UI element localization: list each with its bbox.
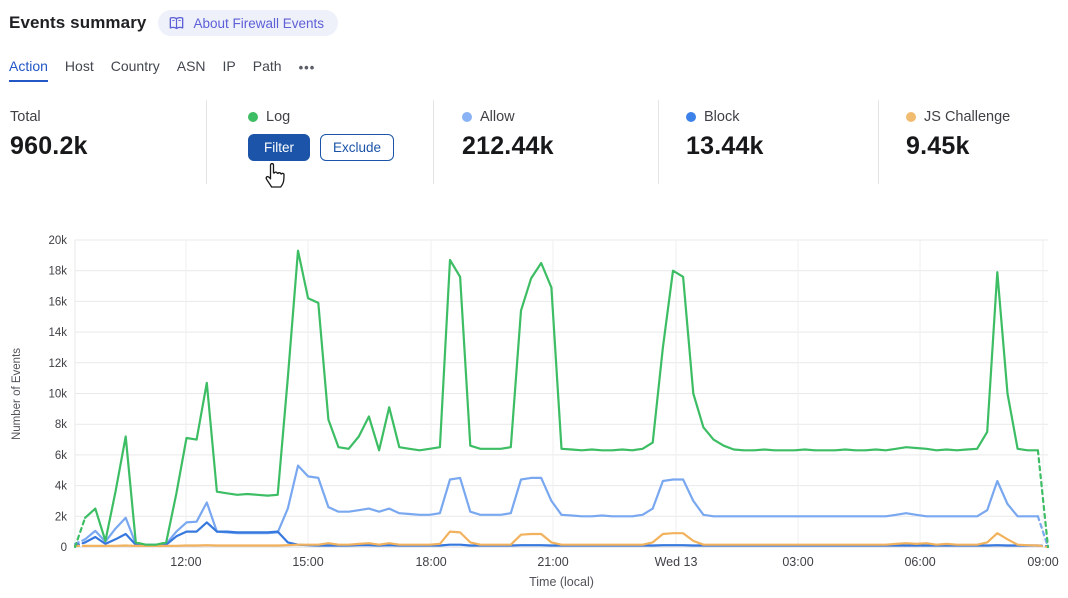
tabs-overflow-button[interactable]: ••• [298, 60, 316, 75]
stat-head-js-challenge: JS Challenge [906, 109, 1068, 125]
stat-head-allow: Allow [462, 109, 658, 125]
y-tick-label: 14k [48, 327, 67, 339]
x-tick-label: 06:00 [904, 555, 935, 569]
series-allow-line [1036, 515, 1050, 549]
tabs-bar: Action Host Country ASN IP Path ••• [9, 58, 315, 82]
x-tick-label: 15:00 [292, 555, 323, 569]
x-axis-label: Time (local) [529, 575, 594, 589]
tab-asn[interactable]: ASN [176, 58, 206, 74]
x-tick-label: 21:00 [537, 555, 568, 569]
stat-label-log: Log [266, 109, 291, 125]
x-tick-label: 03:00 [782, 555, 813, 569]
y-tick-label: 12k [48, 358, 67, 370]
events-chart[interactable]: 0 2k 4k 6k 8k 10k 12k 14k 16k 18k 20k 12:00 15:00 18:… [0, 228, 1068, 598]
about-badge-label: About Firewall Events [193, 15, 325, 31]
y-tick-label: 16k [48, 296, 67, 308]
series-log-line [1036, 449, 1050, 549]
tab-ip[interactable]: IP [222, 58, 236, 74]
stat-card-js-challenge[interactable]: JS Challenge 9.45k [878, 100, 1068, 184]
stat-card-allow[interactable]: Allow 212.44k [433, 100, 658, 184]
filter-button[interactable]: Filter [248, 134, 310, 161]
stat-value-js-challenge: 9.45k [906, 132, 970, 160]
open-book-icon [168, 16, 185, 31]
legend-dot-allow [462, 112, 472, 122]
exclude-button[interactable]: Exclude [320, 134, 395, 161]
stat-label-total: Total [10, 109, 41, 125]
stat-value-allow: 212.44k [462, 132, 554, 160]
series-js-challenge-line [83, 530, 1040, 547]
stat-label-js-challenge: JS Challenge [924, 109, 1011, 125]
x-tick-label: 09:00 [1027, 555, 1058, 569]
legend-dot-block [686, 112, 696, 122]
y-tick-label: 6k [55, 450, 67, 462]
tab-country[interactable]: Country [110, 58, 160, 74]
series-allow-line [83, 464, 1040, 546]
x-tick-label: 12:00 [170, 555, 201, 569]
stat-label-allow: Allow [480, 109, 515, 125]
about-firewall-events-badge[interactable]: About Firewall Events [158, 10, 339, 36]
stat-label-block: Block [704, 109, 740, 125]
y-tick-label: 0 [61, 542, 67, 554]
x-tick-label: 18:00 [415, 555, 446, 569]
header: Events summary About Firewall Events [9, 10, 339, 36]
events-chart-canvas[interactable]: 0 2k 4k 6k 8k 10k 12k 14k 16k 18k 20k 12:00 15:00 18:… [0, 228, 1068, 598]
tab-host[interactable]: Host [64, 58, 94, 74]
tab-path[interactable]: Path [252, 58, 282, 74]
stat-card-log[interactable]: Log Filter Exclude [206, 100, 433, 184]
stat-value-total: 960.2k [10, 132, 88, 160]
y-tick-label: 18k [48, 266, 67, 278]
series-js-challenge-line [1036, 544, 1050, 549]
stat-head-log: Log [248, 109, 433, 125]
x-tick-label: Wed 13 [655, 555, 698, 569]
stat-value-block: 13.44k [686, 132, 764, 160]
page-title: Events summary [9, 13, 147, 32]
y-tick-label: 2k [55, 511, 67, 523]
y-tick-label: 10k [48, 389, 67, 401]
stat-head-total: Total [10, 109, 206, 125]
y-axis-label: Number of Events [11, 348, 23, 440]
stats-row: Total 960.2k Log Filter Exclude Allow 212.44k B… [0, 100, 1068, 184]
legend-dot-log [248, 112, 258, 122]
tab-action[interactable]: Action [9, 58, 48, 82]
series-block-line [83, 521, 1040, 547]
series-log-line [83, 249, 1040, 546]
stat-buttons-log: Filter Exclude [248, 134, 433, 161]
series-log-line [73, 516, 87, 549]
stat-card-block[interactable]: Block 13.44k [658, 100, 878, 184]
stat-head-block: Block [686, 109, 878, 125]
y-tick-label: 4k [55, 481, 67, 493]
y-tick-label: 20k [48, 235, 67, 247]
legend-dot-js-challenge [906, 112, 916, 122]
stat-card-total[interactable]: Total 960.2k [0, 100, 206, 184]
y-tick-label: 8k [55, 419, 67, 431]
